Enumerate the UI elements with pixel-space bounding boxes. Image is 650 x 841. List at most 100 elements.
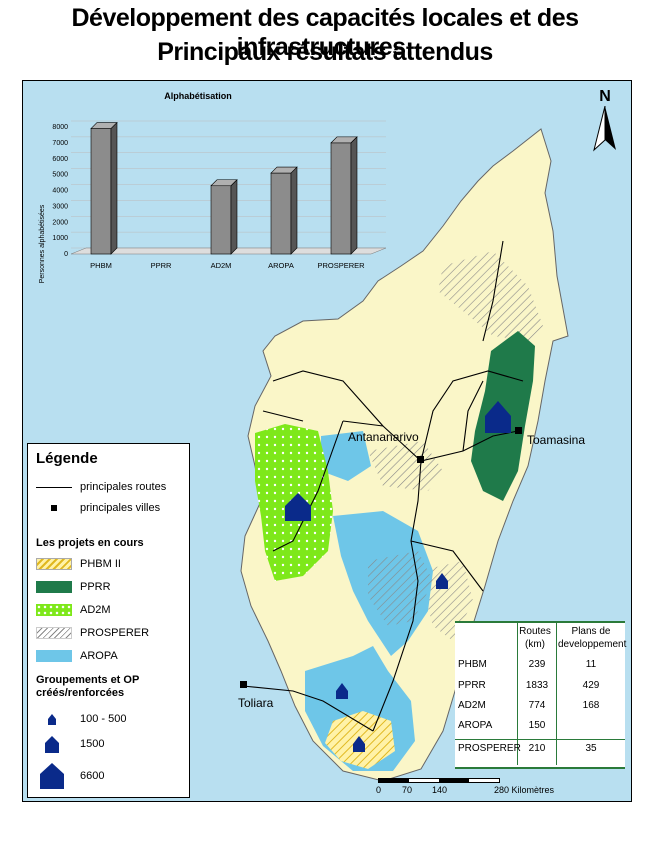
house-small-icon (48, 714, 56, 725)
map-title-line2: Principaux résultats attendus (157, 38, 493, 66)
legend-aropa-label: AROPA (80, 650, 118, 662)
scale-tick-0: 0 (376, 785, 382, 795)
legend-group-large: 6600 (36, 762, 104, 790)
chart-xtick-label: AROPA (268, 261, 294, 270)
house-large-icon (40, 763, 64, 789)
header-plans-2: developpement (558, 639, 627, 650)
legend-item-prosperer: PROSPERER (36, 627, 149, 639)
legend-group-small-label: 100 - 500 (80, 713, 127, 725)
header-routes-1: Routes (519, 626, 551, 637)
aropa-region-north (321, 431, 371, 481)
city-label-toamasina: Toamasina (527, 433, 585, 447)
chart-ytick-label: 4000 (52, 188, 68, 195)
city-square-icon (36, 502, 72, 514)
legend-item-ad2m: AD2M (36, 604, 111, 616)
legend-group-large-label: 6600 (80, 770, 105, 782)
chart-xtick-label: AD2M (211, 261, 232, 270)
legend-item-phbm: PHBM II (36, 558, 121, 570)
chart-bar (330, 136, 358, 255)
table-row-plans: 168 (582, 700, 600, 711)
chart-ytick-label: 5000 (52, 172, 68, 179)
legend-phbm-label: PHBM II (80, 558, 121, 570)
chart-ytick-label: 7000 (52, 140, 68, 147)
legend-groups-title-2: créés/renforcées (36, 687, 125, 699)
prosperer-region-north (438, 251, 543, 341)
prosperer-swatch (36, 627, 72, 639)
chart-ytick-label: 6000 (52, 156, 68, 163)
table-row-plans: 11 (585, 659, 597, 670)
scale-tick-280: 280 Kilomètres (494, 785, 555, 795)
chart-ytick-label: 0 (64, 251, 68, 258)
legend-projects-title: Les projets en cours (36, 537, 144, 549)
chart-xtick-label: PROSPERER (317, 261, 365, 270)
chart-title: Alphabétisation (164, 91, 232, 101)
road-line-icon (36, 486, 72, 488)
chart-xtick-label: PHBM (90, 261, 112, 270)
table-vline-1 (517, 623, 518, 765)
group-marker-aropa-c (436, 573, 448, 589)
table-row-name: PROSPERER (458, 743, 521, 754)
legend-ad2m-label: AD2M (80, 604, 111, 616)
chart-ytick-label: 8000 (52, 124, 68, 131)
legend-item-pprr: PPRR (36, 581, 111, 593)
table-row-name: PPRR (458, 680, 486, 691)
group-marker-phbm (353, 736, 365, 752)
chart-bar (90, 121, 118, 255)
pprr-swatch (36, 581, 72, 593)
aropa-hatch-overlay (368, 551, 433, 626)
chart-ytick-label: 2000 (52, 219, 68, 226)
legend-group-small: 100 - 500 (36, 712, 126, 726)
scale-bar: 0 70 140 280 Kilomètres (376, 778, 606, 800)
header-plans-1: Plans de (571, 626, 611, 637)
chart-bar (210, 179, 238, 255)
chart-xtick-label: PPRR (151, 261, 172, 270)
legend-title: Légende (36, 450, 98, 467)
north-arrow: N (590, 88, 620, 158)
table-row-routes: 774 (528, 700, 546, 711)
legend-item-aropa: AROPA (36, 650, 118, 662)
group-marker-ad2m (285, 493, 311, 521)
city-label-toliara: Toliara (238, 696, 274, 710)
city-marker-antananarivo (417, 456, 424, 463)
chart-bar (270, 166, 298, 255)
ad2m-swatch (36, 604, 72, 616)
table-hline (455, 739, 625, 740)
table-row-routes: 239 (528, 659, 546, 670)
legend-box: Légende principales routes principales v… (27, 443, 190, 798)
legend-prosperer-label: PROSPERER (80, 627, 150, 639)
group-marker-aropa-s (336, 683, 348, 699)
house-medium-icon (45, 736, 59, 753)
chart-ylabel: Personnes alphabétisées (39, 204, 46, 283)
scale-bar-graphic (378, 778, 500, 783)
table-row-routes: 210 (528, 743, 546, 754)
prosperer-region-center (368, 441, 443, 491)
legend-group-medium-label: 1500 (80, 738, 105, 750)
map-canvas: Antananarivo Toamasina Toliara Alphabéti… (39, 91, 585, 782)
table-row-routes: 150 (528, 720, 546, 731)
road-network (242, 240, 524, 732)
north-arrow-icon (593, 105, 616, 152)
table-row-name: AROPA (458, 720, 493, 731)
chart-ytick-label: 3000 (52, 203, 68, 210)
results-table: Routes (km) Plans de developpement PHBM 2… (455, 621, 627, 769)
table-vline-2 (556, 623, 557, 765)
table-row-name: PHBM (458, 659, 487, 670)
scale-tick-140: 140 (432, 785, 448, 795)
phbm-swatch (36, 558, 72, 570)
table-row-plans: 429 (582, 680, 600, 691)
legend-groups-title-1: Groupements et OP (36, 674, 140, 686)
table-row-routes: 1833 (525, 680, 549, 691)
group-marker-pprr (485, 401, 511, 433)
map-title-line1: Développement des capacités locales et d… (71, 4, 579, 61)
table-row-plans: 35 (585, 743, 597, 754)
legend-cities-label: principales villes (80, 502, 161, 514)
legend-roads-label: principales routes (80, 481, 167, 493)
north-label: N (599, 88, 611, 105)
aropa-swatch (36, 650, 72, 662)
chart-ytick-label: 1000 (52, 235, 68, 242)
header-routes-2: (km) (525, 639, 545, 650)
alphabetisation-chart: Alphabétisation Personnes alphabétisées … (39, 91, 387, 283)
scale-tick-70: 70 (402, 785, 413, 795)
legend-group-medium: 1500 (36, 734, 104, 754)
legend-cities: principales villes (36, 502, 160, 514)
